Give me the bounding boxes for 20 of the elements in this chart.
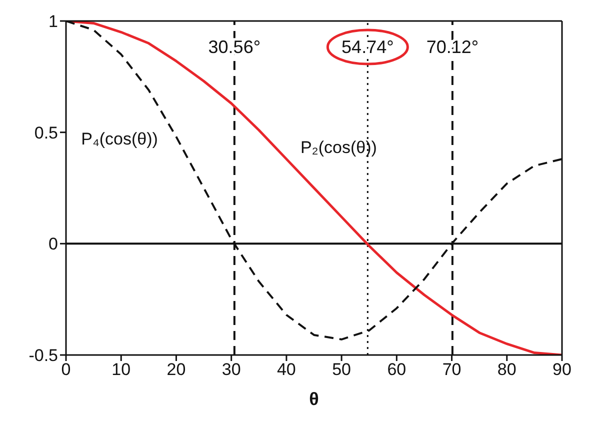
x-tick-label: 20 <box>166 360 186 380</box>
series-label: P₂(cos(θ)) <box>300 138 377 158</box>
x-tick-label: 80 <box>497 360 516 380</box>
x-tick-label: 70 <box>442 360 462 380</box>
y-tick-label: 1 <box>48 12 58 32</box>
x-tick-label: 40 <box>276 360 296 380</box>
x-tick-label: 10 <box>112 360 131 380</box>
x-tick-label: 0 <box>61 360 71 380</box>
x-tick-label: 50 <box>332 360 352 380</box>
x-tick-label: 90 <box>552 360 572 380</box>
x-tick-label: 30 <box>222 360 241 380</box>
y-tick-label: 0 <box>48 234 58 254</box>
series-label: P₄(cos(θ)) <box>81 129 158 148</box>
ref-line-label: 70.12° <box>426 37 479 57</box>
x-tick-label: 60 <box>387 360 406 380</box>
ref-line-label: 30.56° <box>208 37 261 57</box>
y-tick-label: -0.5 <box>28 346 58 366</box>
x-axis-title: θ <box>309 389 319 409</box>
ref-line-label: 54.74° <box>342 37 394 57</box>
y-tick-label: 0.5 <box>34 123 58 142</box>
